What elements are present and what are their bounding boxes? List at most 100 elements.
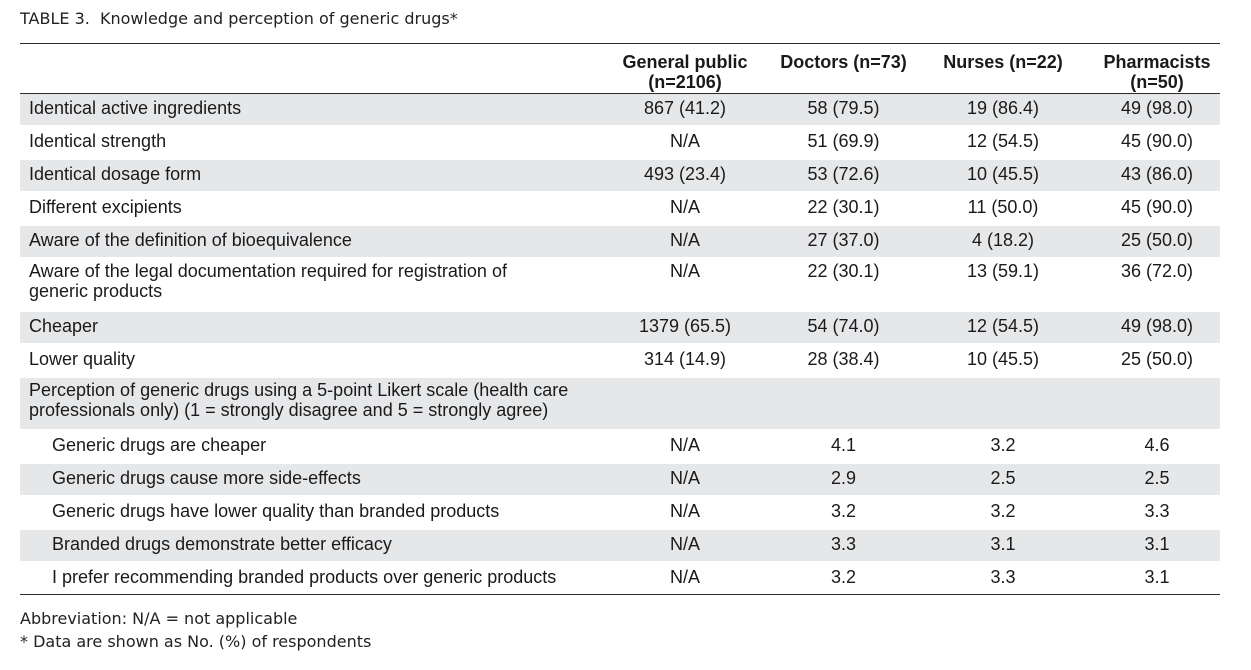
cell-doctors: 4.1 — [830, 435, 857, 455]
cell-pharmacists: 25 (50.0) — [1120, 230, 1194, 250]
cell-pharmacists: 2.5 — [1144, 468, 1170, 488]
cell-general-public: N/A — [669, 261, 700, 281]
cell-nurses: 10 (45.5) — [966, 349, 1040, 369]
row-label: Aware of the legal documentation require… — [20, 261, 595, 310]
table-row: Identical strength N/A 51 (69.9) 12 (54.5) 4… — [20, 127, 1220, 158]
table-caption: Knowledge and perception of generic drug… — [100, 9, 458, 28]
cell-doctors: 3.2 — [830, 501, 857, 521]
cell-pharmacists: 36 (72.0) — [1120, 261, 1194, 281]
row-label: Aware of the definition of bioequivalenc… — [29, 230, 352, 250]
cell-nurses: 13 (59.1) — [966, 261, 1040, 281]
row-label: Generic drugs are cheaper — [52, 435, 267, 455]
cell-nurses: 19 (86.4) — [966, 98, 1040, 118]
cell-doctors: 2.9 — [830, 468, 857, 488]
cell-doctors: 58 (79.5) — [807, 98, 880, 118]
cell-doctors — [775, 380, 912, 429]
header-label — [20, 44, 595, 93]
cell-nurses: 3.2 — [990, 501, 1016, 521]
table-row: I prefer recommending branded products o… — [20, 563, 1220, 594]
row-label: Branded drugs demonstrate better efficac… — [52, 534, 392, 554]
table-row: Aware of the definition of bioequivalenc… — [20, 226, 1220, 257]
row-label: Cheaper — [29, 316, 99, 336]
cell-nurses: 4 (18.2) — [971, 230, 1035, 250]
cell-nurses: 12 (54.5) — [966, 316, 1040, 336]
cell-pharmacists: 49 (98.0) — [1120, 98, 1194, 118]
row-label-line: Aware of the legal documentation require… — [29, 261, 507, 281]
table-row: Identical active ingredients 867 (41.2) 58… — [20, 94, 1220, 125]
header-line: (n=50) — [1130, 72, 1184, 92]
row-label: Generic drugs cause more side-effects — [52, 468, 361, 488]
table-row: Different excipients N/A 22 (30.1) 11 (50.0… — [20, 193, 1220, 224]
header-nurses: Nurses (n=22) — [912, 44, 1094, 93]
cell-general-public: N/A — [669, 534, 700, 554]
cell-pharmacists: 3.1 — [1144, 534, 1170, 554]
row-label-line: generic products — [29, 281, 163, 301]
cell-doctors: 22 (30.1) — [807, 261, 880, 281]
row-label: I prefer recommending branded products o… — [52, 567, 557, 587]
cell-general-public: 867 (41.2) — [643, 98, 727, 118]
data-table: General public (n=2106) Doctors (n=73) Nurs… — [20, 43, 1220, 595]
cell-general-public: N/A — [669, 468, 700, 488]
row-label: Generic drugs have lower quality than br… — [52, 501, 500, 521]
header-line: General public — [622, 52, 748, 72]
row-label: Identical dosage form — [29, 164, 202, 184]
cell-pharmacists: 49 (98.0) — [1120, 316, 1194, 336]
cell-nurses: 3.3 — [990, 567, 1016, 587]
cell-doctors: 3.3 — [830, 534, 857, 554]
table-row: Lower quality 314 (14.9) 28 (38.4) 10 (45.5… — [20, 345, 1220, 376]
row-label-line: professionals only) (1 = strongly disagr… — [29, 400, 549, 420]
cell-pharmacists — [1094, 380, 1220, 429]
cell-general-public: N/A — [669, 501, 700, 521]
table-header-row: General public (n=2106) Doctors (n=73) Nurs… — [20, 44, 1220, 94]
header-pharmacists: Pharmacists (n=50) — [1094, 44, 1220, 93]
table-row: Generic drugs are cheaper N/A 4.1 3.2 4.6 — [20, 431, 1220, 462]
row-label-line: Perception of generic drugs using a 5-po… — [29, 380, 569, 400]
cell-nurses: 12 (54.5) — [966, 131, 1040, 151]
cell-nurses: 10 (45.5) — [966, 164, 1040, 184]
cell-pharmacists: 3.1 — [1144, 567, 1170, 587]
table-row: Branded drugs demonstrate better efficac… — [20, 530, 1220, 561]
table-row: Aware of the legal documentation require… — [20, 259, 1220, 310]
table-row: Generic drugs cause more side-effects N/A… — [20, 464, 1220, 495]
row-label: Identical active ingredients — [29, 98, 242, 118]
cell-general-public: N/A — [669, 230, 700, 250]
cell-general-public: N/A — [669, 197, 700, 217]
header-line: Nurses (n=22) — [943, 52, 1063, 72]
cell-general-public: N/A — [669, 131, 700, 151]
cell-general-public: 493 (23.4) — [643, 164, 727, 184]
cell-general-public: 314 (14.9) — [643, 349, 727, 369]
footnote-data-format: * Data are shown as No. (%) of responden… — [20, 632, 372, 651]
cell-nurses: 11 (50.0) — [967, 197, 1039, 217]
table-number: TABLE 3. — [20, 9, 90, 28]
table-title: TABLE 3. Knowledge and perception of gen… — [20, 9, 458, 28]
cell-doctors: 27 (37.0) — [807, 230, 880, 250]
header-line: Doctors (n=73) — [780, 52, 907, 72]
cell-doctors: 28 (38.4) — [807, 349, 880, 369]
cell-pharmacists: 43 (86.0) — [1120, 164, 1194, 184]
footnote-abbreviation: Abbreviation: N/A = not applicable — [20, 609, 298, 628]
table-row: Perception of generic drugs using a 5-po… — [20, 378, 1220, 429]
header-line: Pharmacists — [1103, 52, 1211, 72]
cell-general-public — [595, 380, 775, 429]
cell-general-public: 1379 (65.5) — [638, 316, 732, 336]
row-label: Perception of generic drugs using a 5-po… — [20, 380, 595, 429]
cell-pharmacists: 3.3 — [1144, 501, 1170, 521]
cell-nurses: 3.1 — [990, 534, 1016, 554]
cell-doctors: 3.2 — [830, 567, 857, 587]
table-row: Identical dosage form 493 (23.4) 53 (72.6)… — [20, 160, 1220, 191]
header-doctors: Doctors (n=73) — [775, 44, 912, 93]
cell-nurses: 2.5 — [990, 468, 1016, 488]
cell-pharmacists: 25 (50.0) — [1120, 349, 1194, 369]
cell-doctors: 54 (74.0) — [807, 316, 880, 336]
header-general-public: General public (n=2106) — [595, 44, 775, 93]
cell-pharmacists: 45 (90.0) — [1120, 197, 1194, 217]
cell-doctors: 51 (69.9) — [807, 131, 880, 151]
row-label: Identical strength — [29, 131, 167, 151]
cell-nurses — [912, 380, 1094, 429]
row-label: Different excipients — [29, 197, 182, 217]
table-row: Cheaper 1379 (65.5) 54 (74.0) 12 (54.5) 49 (… — [20, 312, 1220, 343]
cell-pharmacists: 45 (90.0) — [1120, 131, 1194, 151]
table-row: Generic drugs have lower quality than br… — [20, 497, 1220, 528]
cell-general-public: N/A — [669, 435, 700, 455]
cell-general-public: N/A — [669, 567, 700, 587]
